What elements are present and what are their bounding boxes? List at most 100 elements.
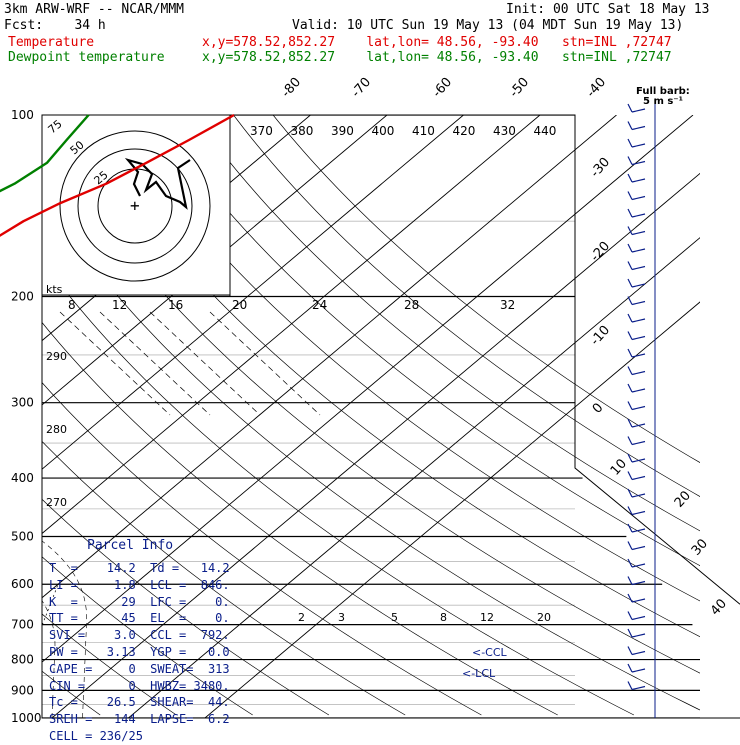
wind-barb (628, 577, 645, 585)
pressure-tick-label: 500 (11, 529, 34, 543)
wind-barb (628, 664, 645, 672)
wind-barb (628, 629, 645, 637)
parcel-info-panel: Parcel Info T = 14.2 Td = 14.2 LI = 1.8 … (43, 536, 233, 736)
theta-label: 440 (534, 124, 557, 138)
barb-shaft (632, 249, 645, 252)
wind-barb (628, 612, 645, 620)
barb-flag (628, 157, 632, 165)
barb-shaft (632, 197, 645, 200)
mixing-ratio-label: 3 (338, 611, 345, 624)
wind-barb (628, 437, 645, 445)
pressure-tick-label: 1000 (11, 711, 42, 725)
isotherm-label: -10 (588, 323, 613, 349)
hodograph-axis-label: 28 (404, 298, 419, 312)
parcel-row: SREH = 144 LAPSE= 6.2 (49, 711, 230, 728)
isotherm-label: -40 (584, 75, 609, 101)
wind-barb (628, 594, 645, 602)
wind-barb (628, 524, 645, 532)
model-title: 3km ARW-WRF -- NCAR/MMM (4, 3, 184, 17)
wind-barb (628, 542, 645, 550)
barb-flag (628, 192, 632, 200)
barb-shaft (632, 302, 645, 305)
barb-flag (628, 647, 632, 655)
wind-barb (628, 332, 645, 340)
mixing-ratio-label: 8 (440, 611, 447, 624)
dewpoint-legend-label: Dewpoint temperature (8, 51, 165, 65)
isotherm (205, 115, 740, 718)
isotherm-label: 10 (608, 456, 630, 478)
barb-flag (628, 279, 632, 287)
mixing-ratio-label: 12 (480, 611, 494, 624)
hodograph-speed-line (210, 312, 320, 415)
barb-flag (628, 209, 632, 217)
barb-shaft (632, 144, 645, 147)
barb-shaft (632, 652, 645, 655)
pressure-tick-label: 400 (11, 471, 34, 485)
wind-barb (628, 489, 645, 497)
isotherm-label: 0 (590, 400, 607, 416)
barb-shaft (632, 407, 645, 410)
barb-shaft (632, 232, 645, 235)
theta-label: 370 (250, 124, 273, 138)
valid-time: Valid: 10 UTC Sun 19 May 13 (04 MDT Sun … (292, 19, 683, 33)
barb-flag (628, 664, 632, 672)
barb-shaft (632, 214, 645, 217)
barb-flag (628, 559, 632, 567)
barb-shaft (632, 127, 645, 130)
parcel-row: PW = 3.13 YGP = 0.0 (49, 644, 230, 661)
lcl-label: <-LCL (462, 667, 496, 680)
barb-flag (628, 314, 632, 322)
barb-flag (628, 332, 632, 340)
barb-flag (628, 594, 632, 602)
isotherm-label: 20 (672, 488, 694, 510)
barb-flag (628, 174, 632, 182)
parcel-row: TT = 45 EL = 0. (49, 610, 230, 627)
barb-flag (628, 577, 632, 585)
hodograph-speed-line (150, 312, 260, 415)
wind-barb (628, 559, 645, 567)
barb-flag (628, 244, 632, 252)
pressure-tick-label: 100 (11, 108, 34, 122)
hodograph-speed-line (60, 312, 170, 415)
parcel-row: K = 29 LFC = 0. (49, 594, 230, 611)
parcel-row: T = 14.2 Td = 14.2 (49, 560, 230, 577)
barb-shaft (632, 617, 645, 620)
mixing-ratio-label: 20 (537, 611, 551, 624)
wind-barb (628, 367, 645, 375)
wind-barb (628, 244, 645, 252)
forecast-hour: Fcst: 34 h (4, 19, 106, 33)
wind-barb (628, 472, 645, 480)
barb-flag (628, 139, 632, 147)
barb-flag (628, 472, 632, 480)
barb-flag (628, 437, 632, 445)
isotherm-label: -70 (349, 75, 374, 101)
wind-barb (628, 314, 645, 322)
parcel-row: LI = 1.8 LCL = 846. (49, 577, 230, 594)
barb-shaft (632, 162, 645, 165)
mixing-ratio-label: 5 (391, 611, 398, 624)
isotherm-label: -80 (279, 75, 304, 101)
parcel-row: SVI = 3.0 CCL = 792. (49, 627, 230, 644)
wind-barb (628, 647, 645, 655)
barb-flag (628, 384, 632, 392)
wind-barb (628, 192, 645, 200)
barb-shaft (632, 477, 645, 480)
barb-shaft (632, 389, 645, 392)
isotherm-label: -50 (507, 75, 532, 101)
wind-barb (628, 384, 645, 392)
barb-shaft (632, 634, 645, 637)
hodograph-axis-label: 32 (500, 298, 515, 312)
wind-barb (628, 122, 645, 130)
wind-barb (628, 139, 645, 147)
init-time: Init: 00 UTC Sat 18 May 13 (506, 3, 710, 17)
barb-shaft (632, 687, 645, 690)
barb-shaft (632, 109, 645, 112)
barb-shaft (632, 319, 645, 322)
hodograph-origin: + (130, 196, 140, 215)
barb-shaft (632, 354, 645, 357)
barb-shaft (632, 494, 645, 497)
theta-label: 420 (453, 124, 476, 138)
barb-shaft (632, 669, 645, 672)
parcel-row: CIN = 0 HWBZ= 3480. (49, 678, 230, 695)
wind-barb (628, 297, 645, 305)
